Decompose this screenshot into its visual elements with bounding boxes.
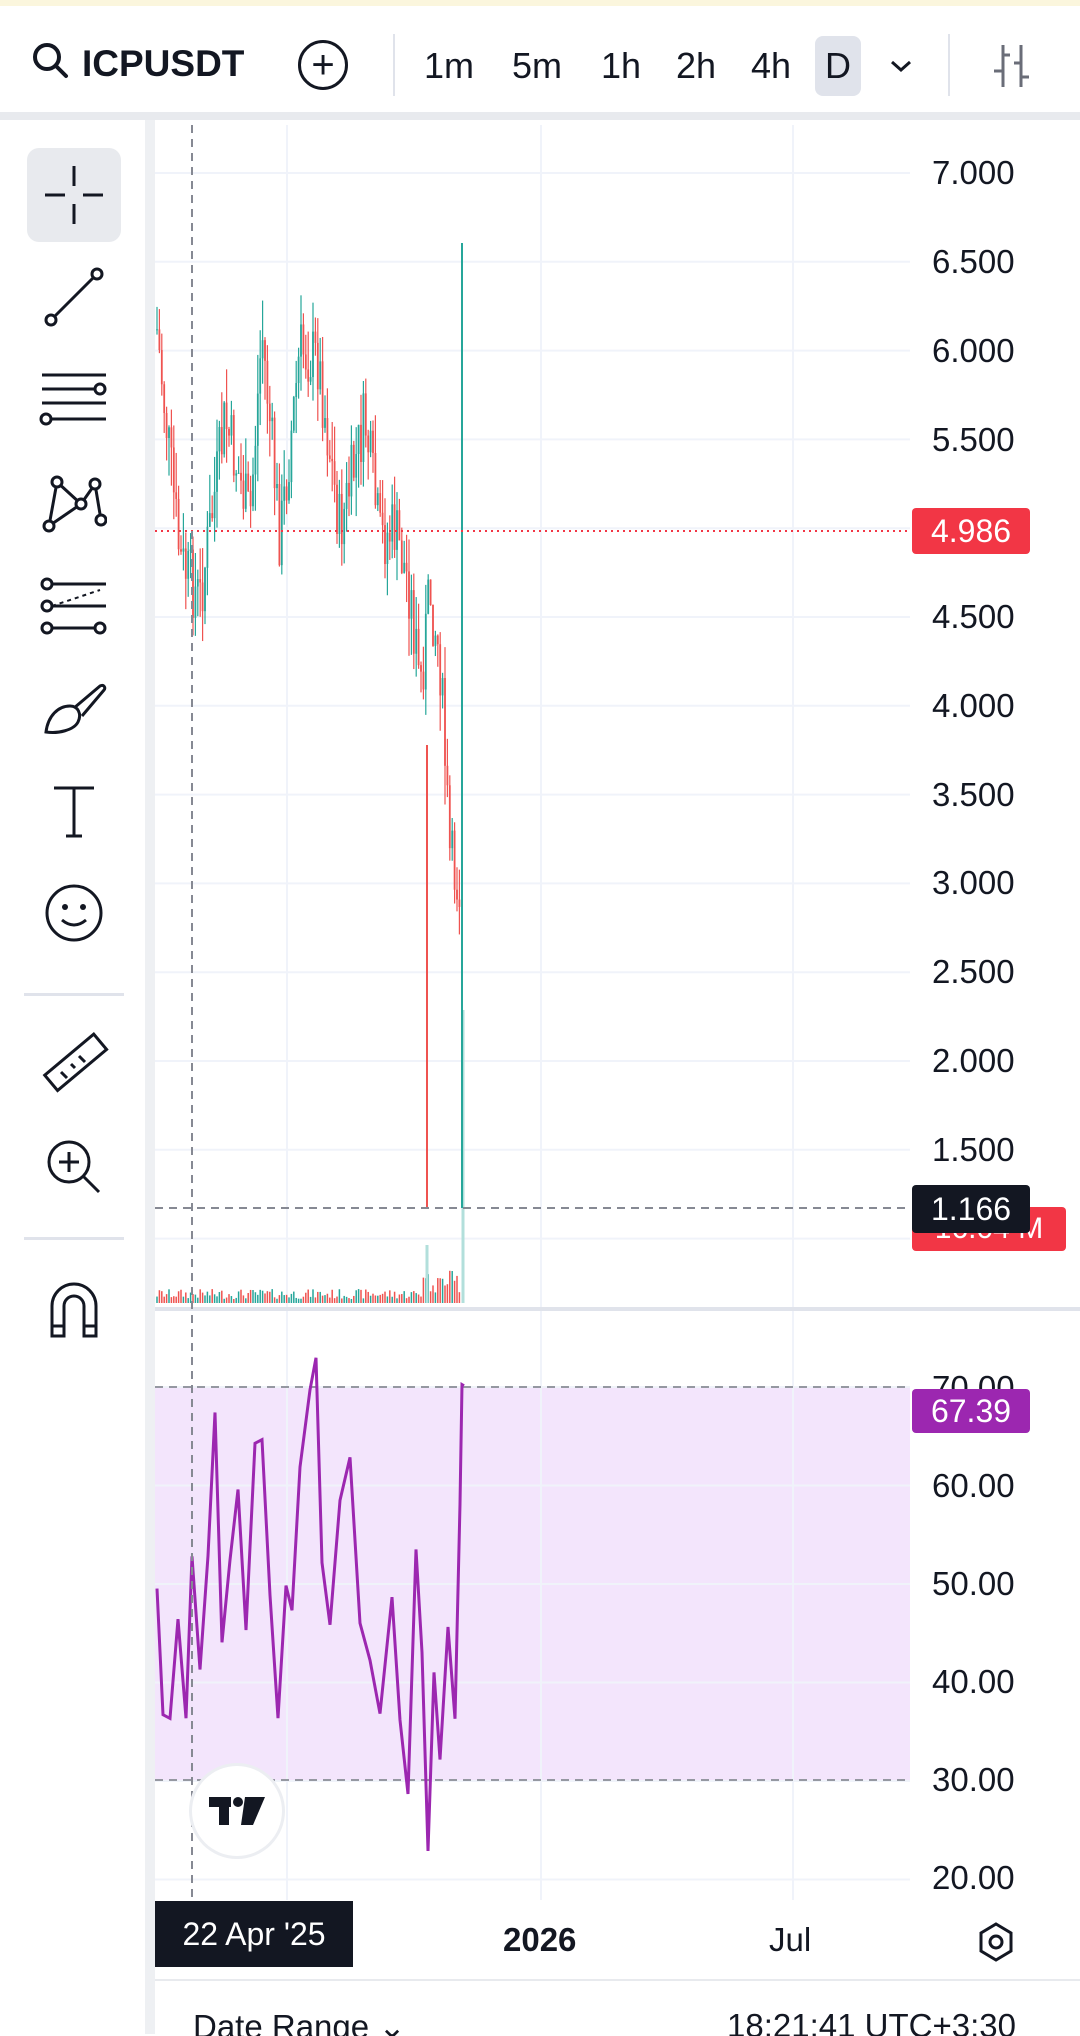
top-toolbar: ICPUSDT + 1m 5m 1h 2h 4h D — [0, 0, 1080, 120]
price-tick: 6.500 — [932, 243, 1015, 280]
price-tick: 4.000 — [932, 687, 1015, 724]
price-tick: 2.000 — [932, 1042, 1015, 1079]
zoom-in-tool[interactable] — [27, 1120, 121, 1214]
gear-icon — [979, 1922, 1013, 1962]
clock-label: 18:21:41 UTC+3:30 — [727, 2007, 1016, 2036]
pattern-icon — [42, 475, 107, 533]
toolbar-divider — [393, 34, 395, 96]
timeframe-5m[interactable]: 5m — [512, 45, 563, 86]
timeframe-1h[interactable]: 1h — [601, 45, 642, 86]
text-tool[interactable] — [27, 764, 121, 858]
price-tick: 7.000 — [932, 154, 1015, 191]
projection-tool[interactable] — [27, 558, 121, 652]
rsi-tick: 30.00 — [932, 1761, 1015, 1798]
last-price-label: 4.986 — [912, 508, 1030, 554]
timeframe-d[interactable]: D — [815, 36, 861, 96]
symbol-label: ICPUSDT — [82, 43, 245, 84]
price-tick: 1.500 — [932, 1131, 1015, 1168]
bar-chart-icon — [994, 45, 1029, 87]
price-tick: 4.500 — [932, 598, 1015, 635]
timeframe-4h[interactable]: 4h — [751, 45, 792, 86]
price-tick: 5.500 — [932, 421, 1015, 458]
symbol-search[interactable]: ICPUSDT — [30, 36, 244, 92]
crosshair-date-label: 22 Apr '25 — [155, 1901, 353, 1967]
rsi-tick: 40.00 — [932, 1663, 1015, 1700]
toolbar-divider — [948, 34, 950, 96]
fib-retracement-tool[interactable] — [27, 353, 121, 447]
date-range-label: Date Range — [193, 2008, 370, 2036]
crosshair-icon — [45, 166, 103, 224]
price-tick: 3.000 — [932, 864, 1015, 901]
brush-tool[interactable] — [27, 662, 121, 756]
timeframe-1m[interactable]: 1m — [424, 45, 475, 86]
tradingview-logo-icon — [209, 1797, 265, 1825]
chart-type-button[interactable] — [988, 36, 1034, 96]
toolbar-divider — [24, 1237, 124, 1240]
time-tick: Jul — [769, 1921, 812, 1958]
rsi-tick: 50.00 — [932, 1565, 1015, 1602]
emoji-icon — [45, 884, 103, 942]
toolbar-divider — [24, 993, 124, 996]
drawing-toolbar — [0, 120, 155, 2034]
rsi-tick: 60.00 — [932, 1467, 1015, 1504]
emoji-tool[interactable] — [27, 866, 121, 960]
bottom-bar: Date Range ⌄ 18:21:41 UTC+3:30 — [155, 1979, 1080, 2036]
rsi-tick: 20.00 — [932, 1859, 1015, 1896]
date-range-button[interactable]: Date Range ⌄ — [193, 2007, 406, 2036]
timeframe-2h[interactable]: 2h — [676, 45, 717, 86]
magnet-tool[interactable] — [27, 1262, 121, 1356]
ruler-tool[interactable] — [27, 1018, 121, 1112]
search-icon — [30, 40, 70, 89]
trend-line-icon — [44, 267, 104, 327]
crosshair-price-label: 1.166 — [912, 1185, 1030, 1233]
fib-retracement-icon — [39, 373, 107, 426]
crosshair-tool[interactable] — [27, 148, 121, 242]
projection-icon — [40, 577, 107, 635]
chevron-down-icon — [891, 60, 911, 73]
settings-button[interactable] — [974, 1920, 1018, 1969]
price-tick: 6.000 — [932, 332, 1015, 369]
trend-line-tool[interactable] — [27, 250, 121, 344]
add-symbol-button[interactable]: + — [298, 40, 348, 90]
price-tick: 3.500 — [932, 776, 1015, 813]
timeframe-dropdown[interactable] — [888, 36, 914, 96]
price-tick: 2.500 — [932, 953, 1015, 990]
magnet-icon — [50, 1282, 98, 1338]
brush-icon — [44, 684, 107, 734]
rsi-current-label: 67.39 — [912, 1389, 1030, 1433]
zoom-in-icon — [47, 1140, 101, 1194]
ruler-icon — [42, 1031, 109, 1093]
tradingview-logo[interactable] — [192, 1766, 282, 1856]
pattern-tool[interactable] — [27, 456, 121, 550]
text-icon — [54, 786, 94, 838]
time-tick: 2026 — [503, 1921, 577, 1958]
